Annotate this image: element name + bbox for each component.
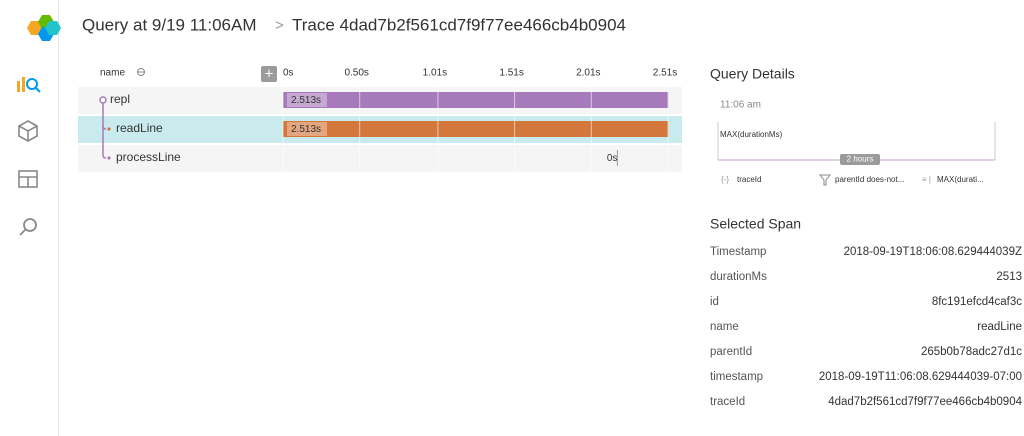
field-value: 2513 [996, 271, 1022, 283]
nav-boards-icon[interactable] [18, 170, 38, 188]
span-name[interactable]: processLine [116, 150, 181, 164]
tree-connectors [99, 96, 107, 159]
duration-label: 0s [607, 153, 618, 164]
query-time: 11:06 am [720, 100, 761, 111]
range-pill[interactable] [840, 154, 880, 165]
span-name[interactable]: readLine [116, 121, 163, 135]
field-value: 4dad7b2f561cd7f9f77ee466cb4b0904 [828, 396, 1022, 408]
query-range[interactable]: 2 hours [847, 155, 874, 164]
calc-icon: ≡ | [922, 175, 931, 184]
field-value: 265b0b78adc27d1c [921, 346, 1022, 358]
axis-tick-label: 2.51s [653, 68, 677, 79]
logo[interactable] [27, 15, 61, 41]
selected-span-title: Selected Span [710, 216, 801, 232]
query-calculation: MAX(durati... [937, 175, 984, 184]
field-value: readLine [977, 321, 1022, 333]
span-bar[interactable] [283, 121, 669, 137]
duration-label: 2.513s [291, 95, 321, 106]
span-dot [107, 127, 111, 131]
duration-badge [287, 122, 327, 136]
axis-tick-label: 2.01s [576, 68, 600, 79]
duration-badge [287, 93, 327, 107]
axis-tick-label: 0s [283, 68, 294, 79]
sort-icon[interactable] [137, 68, 145, 76]
nav-query-icon[interactable] [17, 77, 41, 93]
filter-icon [818, 174, 832, 186]
axis-tick-label: 1.51s [499, 68, 523, 79]
add-button-bg[interactable] [261, 66, 277, 82]
field-value: 8fc191efcd4caf3c [932, 296, 1022, 308]
name-column-header[interactable]: name [100, 68, 125, 79]
field-value: 2018-09-19T11:06:08.629444039-07:00 [819, 371, 1022, 383]
span-row[interactable] [78, 145, 682, 172]
nav-search-icon[interactable] [19, 218, 37, 236]
field-key: Timestamp [710, 246, 766, 258]
duration-label: 2.513s [291, 124, 321, 135]
span-dot [107, 156, 111, 160]
field-key: name [710, 321, 739, 333]
field-value: 2018-09-19T18:06:08.629444039Z [844, 246, 1022, 258]
axis-tick-label: 0.50s [344, 68, 368, 79]
field-key: durationMs [710, 271, 767, 283]
add-button[interactable]: + [265, 65, 274, 82]
nav-datasets-icon[interactable] [18, 120, 38, 142]
span-bar[interactable] [283, 92, 669, 108]
breadcrumb-separator: > [275, 17, 284, 34]
trace-title: Trace 4dad7b2f561cd7f9f77ee466cb4b0904 [292, 15, 626, 34]
field-key: traceId [710, 396, 745, 408]
field-key: parentId [710, 346, 752, 358]
query-metric: MAX(durationMs) [720, 130, 783, 139]
query-details-title: Query Details [710, 66, 795, 82]
query-filter: parentId does-not... [835, 175, 904, 184]
axis-tick-label: 1.01s [423, 68, 447, 79]
field-key: id [710, 296, 719, 308]
span-name[interactable]: repl [110, 92, 130, 106]
field-key: timestamp [710, 371, 763, 383]
group-by-icon: {-} [721, 175, 729, 184]
query-link[interactable]: Query at 9/19 11:06AM [82, 15, 257, 34]
query-group-by: traceId [737, 175, 761, 184]
